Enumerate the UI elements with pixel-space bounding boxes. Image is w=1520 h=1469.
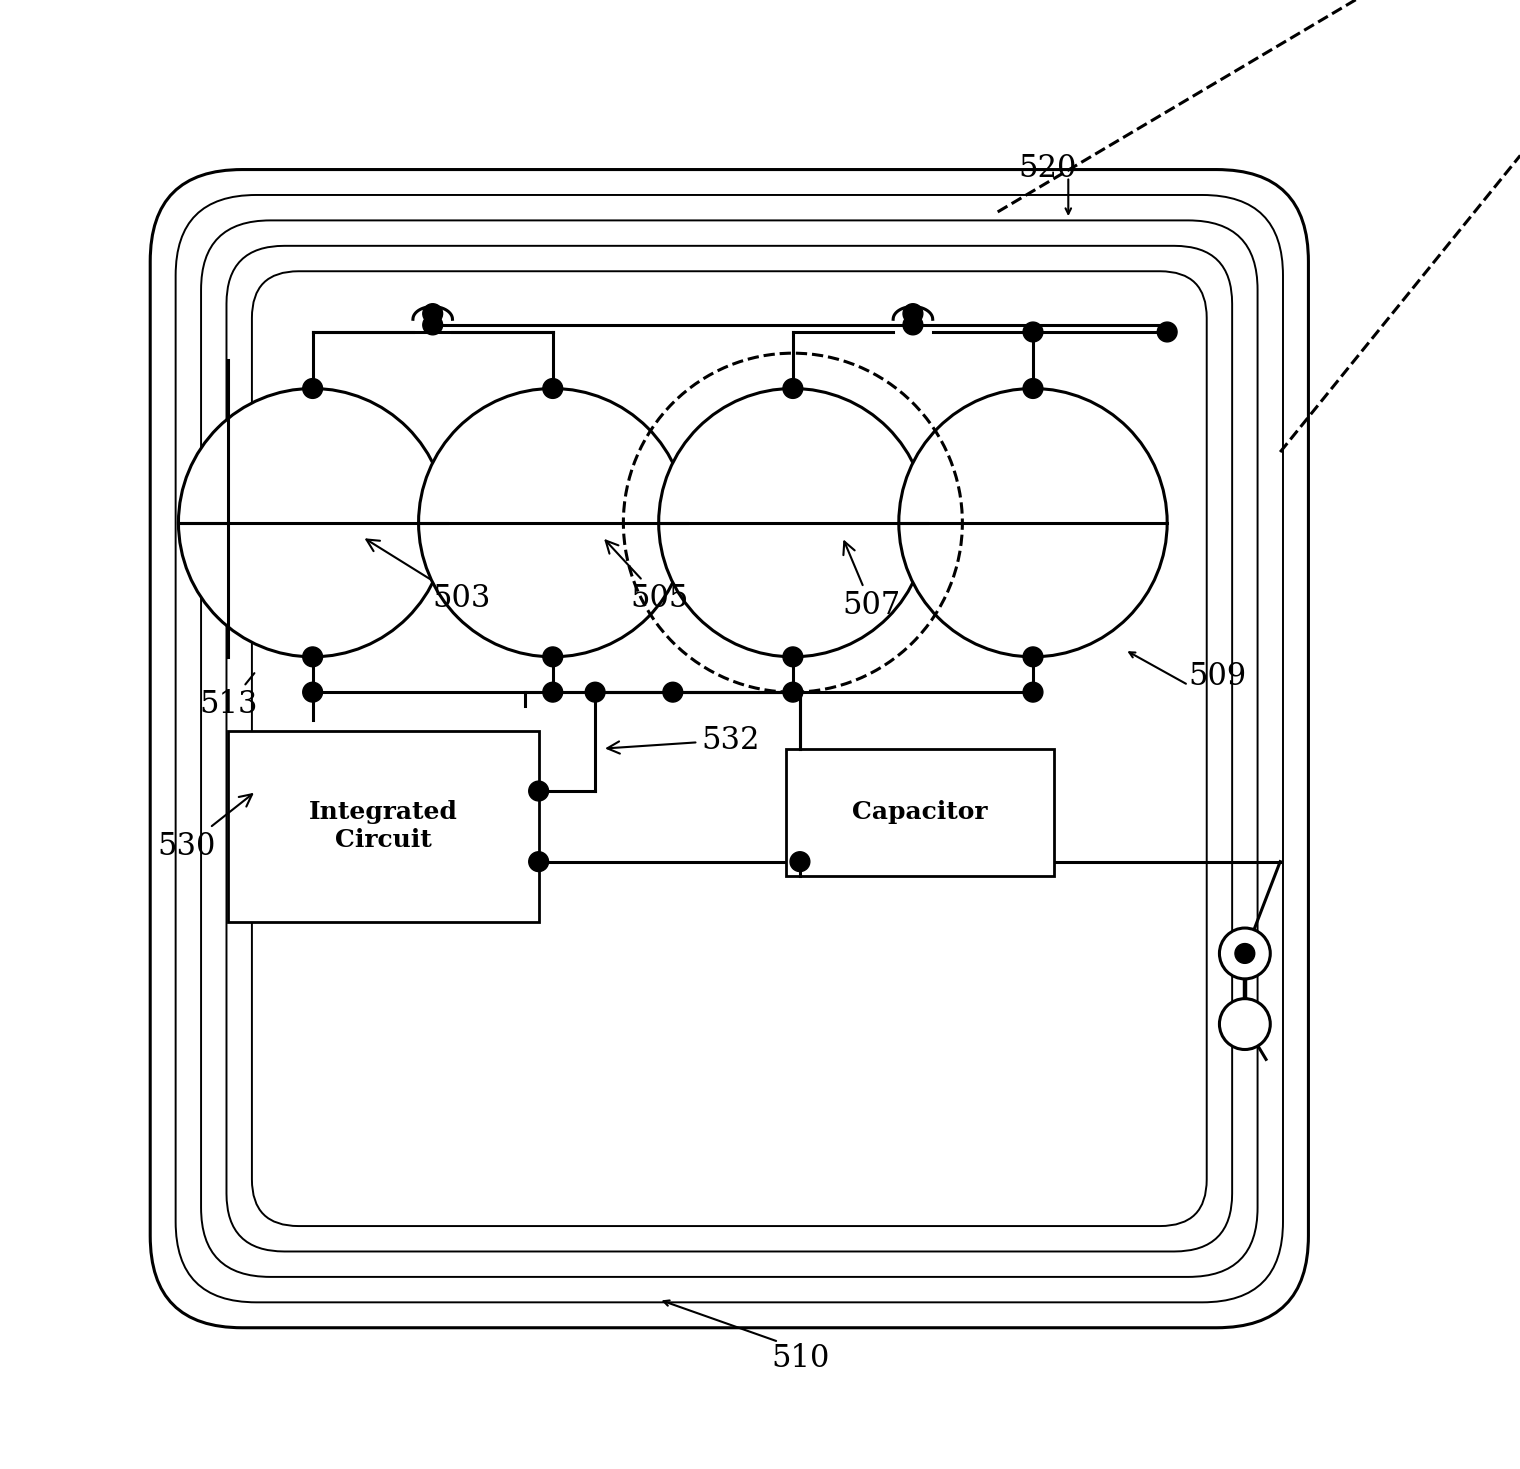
Circle shape [423, 314, 442, 335]
Circle shape [783, 646, 803, 667]
Circle shape [1023, 322, 1043, 342]
Circle shape [1023, 682, 1043, 702]
Text: 509: 509 [1189, 661, 1246, 692]
Circle shape [663, 682, 682, 702]
Circle shape [543, 379, 562, 398]
Circle shape [1219, 928, 1271, 978]
FancyBboxPatch shape [228, 732, 538, 921]
Text: 513: 513 [199, 673, 258, 720]
Circle shape [302, 682, 322, 702]
FancyBboxPatch shape [786, 749, 1055, 876]
Circle shape [783, 682, 803, 702]
Circle shape [423, 304, 442, 323]
Circle shape [302, 379, 322, 398]
Circle shape [1023, 379, 1043, 398]
Circle shape [1023, 646, 1043, 667]
Circle shape [903, 304, 923, 323]
Circle shape [783, 379, 803, 398]
Circle shape [790, 852, 810, 871]
Circle shape [898, 388, 1167, 657]
Circle shape [1157, 322, 1176, 342]
Circle shape [543, 682, 562, 702]
Text: 510: 510 [772, 1343, 830, 1375]
Text: 532: 532 [608, 724, 760, 755]
Text: 505: 505 [605, 541, 689, 614]
Text: 503: 503 [366, 539, 491, 614]
Circle shape [658, 388, 927, 657]
Circle shape [903, 314, 923, 335]
Circle shape [529, 852, 549, 871]
Circle shape [585, 682, 605, 702]
Text: 520: 520 [1018, 153, 1078, 184]
Circle shape [302, 646, 322, 667]
Text: Integrated
Circuit: Integrated Circuit [309, 801, 458, 852]
Text: 530: 530 [157, 795, 252, 862]
Circle shape [529, 782, 549, 801]
Circle shape [418, 388, 687, 657]
Circle shape [543, 646, 562, 667]
Text: 507: 507 [842, 542, 900, 621]
Circle shape [1219, 999, 1271, 1049]
Circle shape [178, 388, 447, 657]
Circle shape [1234, 943, 1254, 964]
Text: Capacitor: Capacitor [853, 801, 988, 824]
